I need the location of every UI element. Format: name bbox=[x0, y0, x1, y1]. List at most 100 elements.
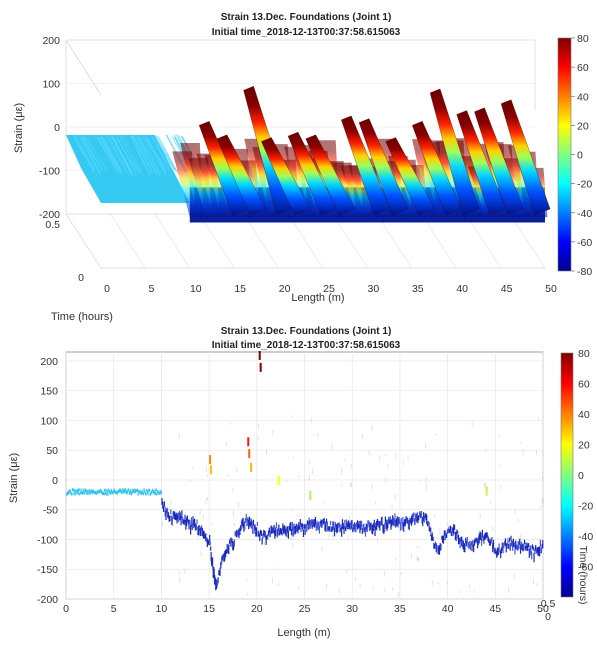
scatter-point bbox=[371, 525, 373, 534]
scatter-point bbox=[298, 586, 300, 590]
surface-y-tick: 0 bbox=[78, 272, 84, 284]
scatter-point bbox=[122, 490, 124, 494]
surface-cbar-tick: 40 bbox=[577, 91, 589, 103]
scatter-point bbox=[458, 537, 460, 544]
scatter-point bbox=[500, 550, 502, 559]
scatter-point bbox=[359, 584, 361, 589]
scatter-point bbox=[422, 512, 425, 522]
scatter-point bbox=[484, 533, 486, 541]
scatter-point bbox=[520, 534, 522, 540]
surface-x-label: Length (m) bbox=[291, 292, 344, 304]
scatter-point bbox=[91, 489, 93, 493]
scatter-point bbox=[373, 519, 375, 528]
scatter-point bbox=[172, 511, 174, 516]
scatter-point bbox=[164, 506, 166, 517]
scatter-point bbox=[470, 541, 472, 546]
scatter-point bbox=[429, 526, 431, 532]
surface-baseline-stripe bbox=[154, 136, 175, 171]
scatter-point bbox=[358, 521, 360, 528]
scatter-point bbox=[178, 512, 180, 523]
scatter-point bbox=[158, 491, 160, 495]
scatter-point bbox=[291, 535, 293, 541]
scatter-point bbox=[76, 488, 78, 492]
scatter-point bbox=[126, 490, 128, 494]
scatter-point bbox=[350, 464, 352, 469]
scatter-point bbox=[143, 488, 145, 492]
scatter-point bbox=[90, 489, 92, 493]
scatter-point bbox=[463, 543, 465, 553]
scatter-point bbox=[262, 533, 264, 538]
surface-x-tick: 25 bbox=[323, 283, 335, 295]
surface-baseline-stripe bbox=[145, 134, 167, 173]
scatter-point bbox=[523, 539, 526, 545]
scatter-point bbox=[406, 516, 408, 522]
scatter-point bbox=[441, 535, 443, 540]
scatter-point bbox=[510, 535, 512, 541]
scatter-point bbox=[455, 531, 457, 541]
scatter-point bbox=[84, 488, 86, 492]
scatter-point bbox=[302, 523, 304, 529]
scatter-point bbox=[485, 483, 486, 489]
scatter-point bbox=[443, 530, 445, 536]
scatter-point bbox=[310, 520, 312, 528]
scatter-x-tick: 35 bbox=[394, 603, 406, 615]
scatter-point bbox=[132, 489, 134, 493]
scatter-point bbox=[110, 491, 112, 495]
scatter-point bbox=[132, 488, 134, 492]
scatter-point bbox=[540, 505, 542, 509]
scatter-point bbox=[440, 543, 442, 550]
scatter-point bbox=[255, 527, 257, 537]
scatter-point bbox=[419, 512, 421, 519]
surface-baseline-stripe bbox=[73, 137, 95, 172]
scatter-point bbox=[283, 525, 286, 533]
scatter-point bbox=[416, 512, 418, 522]
scatter-point bbox=[501, 542, 503, 551]
scatter-point bbox=[104, 488, 106, 492]
surface-baseline-stripe bbox=[122, 135, 144, 176]
surface-baseline-stripe bbox=[86, 137, 107, 171]
scatter-point bbox=[251, 520, 253, 529]
scatter-point bbox=[522, 544, 524, 552]
scatter-point bbox=[535, 548, 538, 554]
surface-z-tick: -200 bbox=[39, 209, 60, 221]
surface-grid-x bbox=[287, 213, 324, 269]
surface-z-tick: 200 bbox=[42, 35, 60, 47]
surface-title: Strain 13.Dec. Foundations (Joint 1) bbox=[221, 12, 392, 23]
overlap-tick-top: 0.5 bbox=[541, 598, 556, 610]
scatter-point bbox=[479, 531, 481, 541]
surface-x-tick: 50 bbox=[545, 283, 557, 295]
scatter-point bbox=[77, 491, 79, 495]
scatter-point bbox=[206, 532, 208, 535]
scatter-point bbox=[174, 514, 177, 521]
scatter-point bbox=[385, 477, 387, 483]
scatter-point bbox=[529, 545, 531, 555]
scatter-point bbox=[425, 484, 427, 490]
scatter-point bbox=[219, 567, 221, 576]
scatter-point bbox=[141, 489, 143, 493]
scatter-point bbox=[418, 515, 420, 521]
scatter-point bbox=[240, 520, 243, 530]
scatter-gridlines bbox=[65, 352, 544, 600]
scatter-point bbox=[362, 434, 363, 440]
scatter-point bbox=[507, 537, 509, 542]
scatter-point bbox=[452, 527, 454, 536]
scatter-point bbox=[236, 529, 238, 538]
scatter-point bbox=[204, 534, 206, 539]
scatter-point bbox=[275, 522, 278, 529]
scatter-point bbox=[113, 488, 115, 492]
surface-cbar-tick: 60 bbox=[577, 62, 589, 74]
scatter-point bbox=[237, 529, 239, 537]
surface-y-tick: 0.5 bbox=[45, 219, 60, 231]
scatter-point bbox=[137, 492, 139, 496]
scatter-point bbox=[144, 489, 146, 493]
scatter-point bbox=[98, 490, 100, 494]
scatter-point bbox=[285, 526, 287, 537]
scatter-point bbox=[85, 489, 87, 493]
scatter-point bbox=[284, 528, 286, 535]
scatter-point bbox=[197, 525, 200, 536]
scatter-point bbox=[311, 519, 313, 529]
scatter-point bbox=[173, 510, 175, 520]
scatter-point bbox=[531, 551, 533, 560]
scatter-point bbox=[365, 523, 367, 530]
scatter-point bbox=[523, 543, 525, 551]
